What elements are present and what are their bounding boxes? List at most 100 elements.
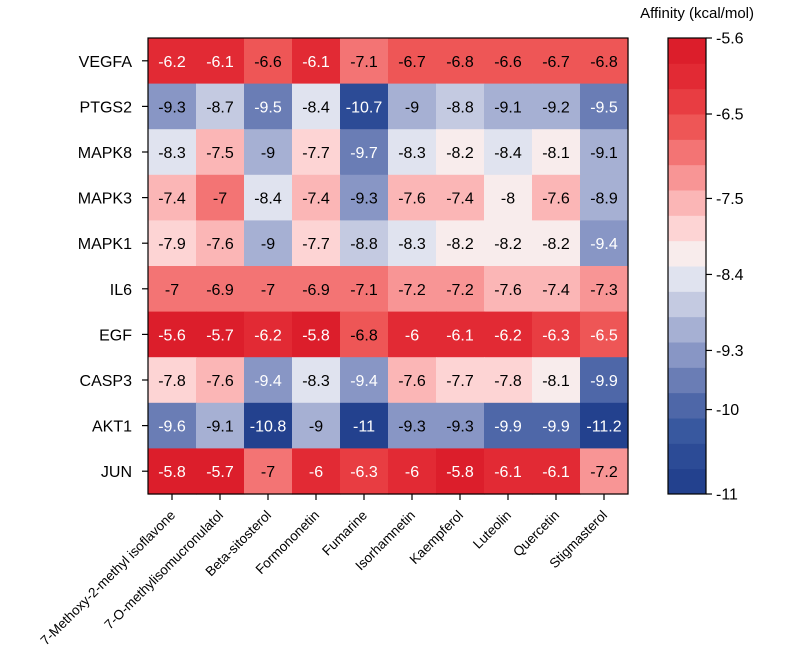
cell-value-label: -5.6 xyxy=(158,327,186,344)
heatmap-cell xyxy=(436,402,485,449)
heatmap-cell xyxy=(388,129,437,176)
heatmap-cell xyxy=(436,448,485,495)
heatmap-cell xyxy=(148,402,197,449)
heatmap-cell xyxy=(580,266,629,313)
cell-value-label: -6 xyxy=(405,327,419,344)
heatmap-cell xyxy=(532,266,581,313)
colorbar-segment xyxy=(668,164,706,191)
heatmap-cell xyxy=(532,220,581,267)
colorbar-segment xyxy=(668,139,706,166)
heatmap-cell xyxy=(532,311,581,358)
cell-value-label: -7.6 xyxy=(398,191,426,208)
heatmap-cell xyxy=(148,38,197,85)
cell-value-label: -9.3 xyxy=(350,191,378,208)
cell-value-label: -9 xyxy=(261,236,275,253)
cell-value-label: -10.7 xyxy=(346,99,383,116)
cell-value-label: -7.3 xyxy=(590,282,618,299)
cell-value-label: -6.7 xyxy=(542,54,570,71)
colorbar-segment xyxy=(668,215,706,242)
heatmap-cell xyxy=(580,311,629,358)
heatmap-cell xyxy=(484,448,533,495)
heatmap-cell xyxy=(148,220,197,267)
heatmap-cell xyxy=(484,311,533,358)
cell-value-label: -6.1 xyxy=(542,464,570,481)
cell-value-label: -11 xyxy=(353,419,375,436)
cell-value-label: -9.5 xyxy=(254,99,282,116)
heatmap-cell xyxy=(484,83,533,130)
heatmap-cell xyxy=(436,220,485,267)
heatmap-cell xyxy=(388,38,437,85)
heatmap-cell xyxy=(484,38,533,85)
cell-value-label: -6.1 xyxy=(302,54,330,71)
heatmap-cell xyxy=(580,129,629,176)
heatmap-cell xyxy=(388,220,437,267)
cell-value-label: -6.1 xyxy=(446,327,474,344)
colorbar-title: Affinity (kcal/mol) xyxy=(640,5,754,22)
heatmap-cell xyxy=(196,448,245,495)
colorbar-frame xyxy=(667,37,707,495)
heatmap-cell xyxy=(388,83,437,130)
cell-value-label: -9.9 xyxy=(590,373,618,390)
cell-value-label: -7.6 xyxy=(398,373,426,390)
heatmap-cell xyxy=(340,311,389,358)
heatmap-cell xyxy=(532,448,581,495)
heatmap-cell xyxy=(340,357,389,404)
cell-value-label: -10.8 xyxy=(250,419,287,436)
heatmap-cell xyxy=(244,448,293,495)
row-label-akt1: AKT1 xyxy=(92,419,132,436)
heatmap-cell xyxy=(340,402,389,449)
heatmap-cell xyxy=(436,83,485,130)
colorbar-segment xyxy=(668,468,706,495)
heatmap-cell xyxy=(292,38,341,85)
heatmap-cell xyxy=(484,220,533,267)
column-label-fumarine: Fumarine xyxy=(319,508,370,559)
cell-value-label: -8.3 xyxy=(302,373,330,390)
row-label-mapk8: MAPK8 xyxy=(78,145,132,162)
heatmap-cell xyxy=(484,129,533,176)
cell-value-label: -9.7 xyxy=(350,145,378,162)
heatmap-cell xyxy=(532,357,581,404)
cell-value-label: -8.4 xyxy=(494,145,522,162)
cell-value-label: -7.4 xyxy=(302,191,330,208)
cell-value-label: -6 xyxy=(405,464,419,481)
heatmap-cell xyxy=(340,174,389,221)
colorbar: -5.6 -6.5 -7.5 -8.4 -9.3 -10 -11 xyxy=(667,31,744,504)
cell-value-label: -7.7 xyxy=(302,236,330,253)
heatmap-cell xyxy=(148,357,197,404)
heatmap-cell xyxy=(580,174,629,221)
cell-value-label: -8.2 xyxy=(542,236,570,253)
heatmap-cell xyxy=(580,38,629,85)
heatmap-cell xyxy=(388,311,437,358)
cell-value-label: -6.9 xyxy=(206,282,234,299)
colorbar-tick-label: -9.3 xyxy=(716,343,744,360)
heatmap-cell xyxy=(196,174,245,221)
heatmap-cell xyxy=(436,174,485,221)
heatmap-cell xyxy=(292,357,341,404)
cell-value-label: -7.5 xyxy=(206,145,234,162)
heatmap-cell xyxy=(532,38,581,85)
heatmap-cell xyxy=(148,129,197,176)
heatmap-cell xyxy=(292,448,341,495)
cell-value-label: -9 xyxy=(309,419,323,436)
heatmap-cell xyxy=(484,402,533,449)
cell-value-label: -6 xyxy=(309,464,323,481)
heatmap-cell xyxy=(388,266,437,313)
row-label-jun: JUN xyxy=(101,464,132,481)
cell-value-label: -5.8 xyxy=(302,327,330,344)
heatmap-cell xyxy=(340,448,389,495)
heatmap-cell xyxy=(436,129,485,176)
heatmap-cell xyxy=(388,448,437,495)
heatmap-cell xyxy=(484,266,533,313)
cell-value-label: -8.7 xyxy=(206,99,234,116)
cell-value-label: -5.8 xyxy=(158,464,186,481)
heatmap-cell xyxy=(244,266,293,313)
cell-value-label: -8.4 xyxy=(302,99,330,116)
heatmap-cell xyxy=(244,311,293,358)
colorbar-segment xyxy=(668,316,706,343)
heatmap-cell xyxy=(340,129,389,176)
cell-value-label: -8.3 xyxy=(158,145,186,162)
cell-value-label: -7.2 xyxy=(398,282,426,299)
colorbar-segment xyxy=(668,88,706,115)
colorbar-tick-label: -5.6 xyxy=(716,31,744,48)
heatmap-cell xyxy=(436,38,485,85)
